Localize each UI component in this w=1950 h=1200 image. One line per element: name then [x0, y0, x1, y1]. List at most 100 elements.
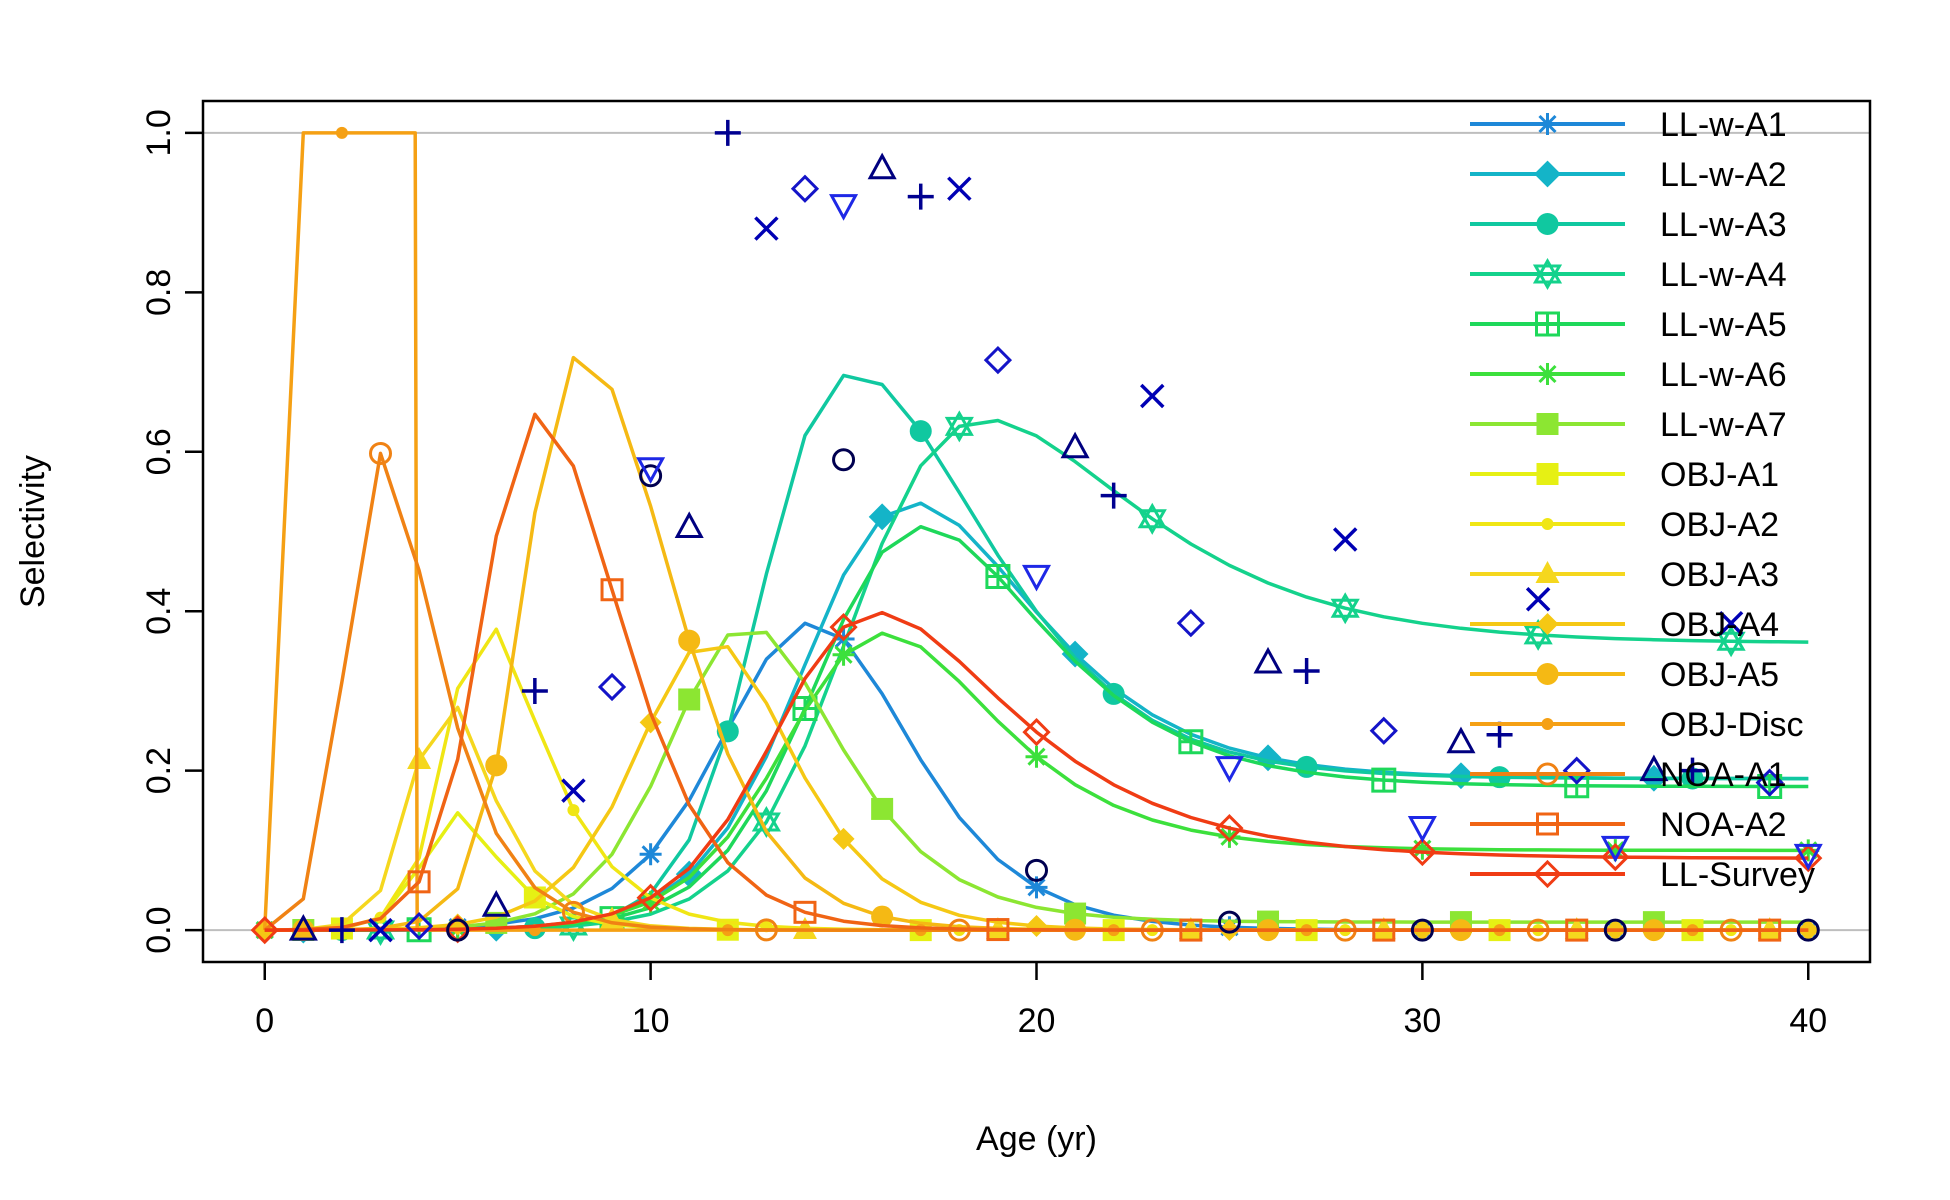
series-line [264, 630, 1809, 932]
series-point [1488, 766, 1511, 789]
series-point [754, 918, 778, 942]
series-NOA-A1 [263, 441, 1809, 942]
overlay-point [404, 912, 434, 941]
overlay-point [832, 448, 856, 472]
series-point [1022, 717, 1051, 747]
legend-entry: NOA-A1 [1470, 756, 1787, 794]
overlay-point [639, 464, 663, 488]
legend-marker [1536, 463, 1559, 485]
series-OBJ-A5 [264, 355, 1809, 942]
overlay-point [1025, 858, 1048, 882]
overlay-point [1603, 918, 1627, 942]
legend-label: LL-w-A3 [1660, 206, 1787, 244]
legend-label: OBJ-A5 [1660, 656, 1779, 694]
series-line [264, 373, 1809, 932]
legend-label: NOA-A2 [1660, 806, 1787, 844]
overlay-point [1639, 754, 1669, 782]
overlay-point [1021, 564, 1052, 592]
legend-label: OBJ-A3 [1660, 556, 1779, 594]
series-line [264, 610, 1809, 932]
series-point [1064, 902, 1087, 925]
overlay-point [1600, 835, 1630, 863]
overlay-point [1293, 658, 1320, 685]
series-point [1178, 729, 1204, 755]
legend-entry: OBJ-A5 [1470, 656, 1779, 694]
series-point [1025, 745, 1048, 768]
overlay-markers [288, 119, 1823, 944]
series-point [1411, 837, 1434, 860]
legend-entry: LL-Survey [1470, 856, 1815, 894]
y-tick-label: 0.0 [140, 906, 178, 953]
series-point [1758, 918, 1782, 942]
legend-entry: LL-w-A2 [1470, 156, 1787, 194]
series-point [407, 746, 432, 769]
overlay-point [368, 917, 393, 943]
series-point [1564, 917, 1589, 940]
overlay-point [1407, 815, 1437, 843]
y-tick-label: 0.6 [140, 428, 178, 475]
overlay-point [1410, 918, 1434, 942]
series-point [985, 563, 1011, 589]
series-NOA-A2 [264, 412, 1809, 942]
series-point [369, 441, 393, 465]
legend-label: LL-w-A5 [1660, 306, 1787, 344]
series-point [1137, 502, 1167, 535]
series-point [871, 797, 894, 820]
series-line [264, 355, 1809, 932]
legend: LL-w-A1 LL-w-A2 LL-w-A3 LL-w-A4 LL-w-A5 LL-w-… [1470, 106, 1815, 894]
overlay-point [907, 183, 934, 210]
overlay-point [288, 913, 318, 941]
legend-label: LL-w-A7 [1660, 406, 1787, 444]
y-axis-label: Selectivity [14, 455, 52, 608]
overlay-point [1486, 721, 1513, 748]
legend-marker [1535, 311, 1560, 337]
series-point [871, 905, 894, 928]
series-point [1565, 918, 1589, 942]
legend-marker [1536, 363, 1559, 385]
legend-marker [1534, 160, 1561, 188]
legend-entry: OBJ-A4 [1470, 606, 1779, 644]
legend-label: LL-w-A2 [1660, 156, 1787, 194]
overlay-point [1755, 768, 1784, 797]
legend-marker [1536, 213, 1559, 235]
series-point [1372, 918, 1396, 942]
overlay-point [674, 511, 704, 539]
series-point [868, 503, 896, 531]
overlay-point [636, 457, 666, 484]
overlay-point [947, 176, 972, 201]
legend-entry: NOA-A2 [1470, 806, 1787, 844]
legend-marker [1541, 718, 1554, 730]
series-point [1523, 618, 1553, 651]
legend-entry: OBJ-A3 [1470, 556, 1779, 594]
legend-marker [1536, 812, 1559, 836]
x-tick-label: 10 [632, 1002, 670, 1040]
series-line [264, 412, 1809, 932]
series-point [792, 916, 817, 939]
overlay-point [1718, 610, 1744, 636]
legend-entry: LL-w-A7 [1470, 406, 1787, 444]
series-point [407, 870, 431, 894]
overlay-triangle-down-open [636, 194, 1823, 871]
overlay-circle-open [446, 448, 1820, 942]
overlay-point [1176, 609, 1205, 638]
overlay-point [714, 119, 741, 146]
overlay-point [790, 174, 820, 203]
series-point [1215, 814, 1244, 843]
legend-marker [1532, 257, 1563, 291]
series-LL-w-A4 [264, 410, 1809, 947]
x-axis-label: Age (yr) [976, 1120, 1097, 1158]
x-tick-label: 40 [1789, 1002, 1827, 1040]
series-point [1601, 842, 1630, 872]
overlay-point [1793, 843, 1823, 871]
overlay-point [754, 216, 779, 241]
x-tick-label: 30 [1403, 1002, 1441, 1040]
overlay-x [368, 176, 1744, 943]
legend-marker [1536, 113, 1559, 135]
legend-label: OBJ-Disc [1660, 706, 1804, 744]
y-tick-label: 0.8 [140, 269, 178, 316]
series-point [986, 918, 1010, 942]
overlay-plus [328, 119, 1706, 944]
overlay-point [983, 345, 1013, 375]
series-layer [250, 126, 1823, 947]
series-point [335, 126, 348, 139]
